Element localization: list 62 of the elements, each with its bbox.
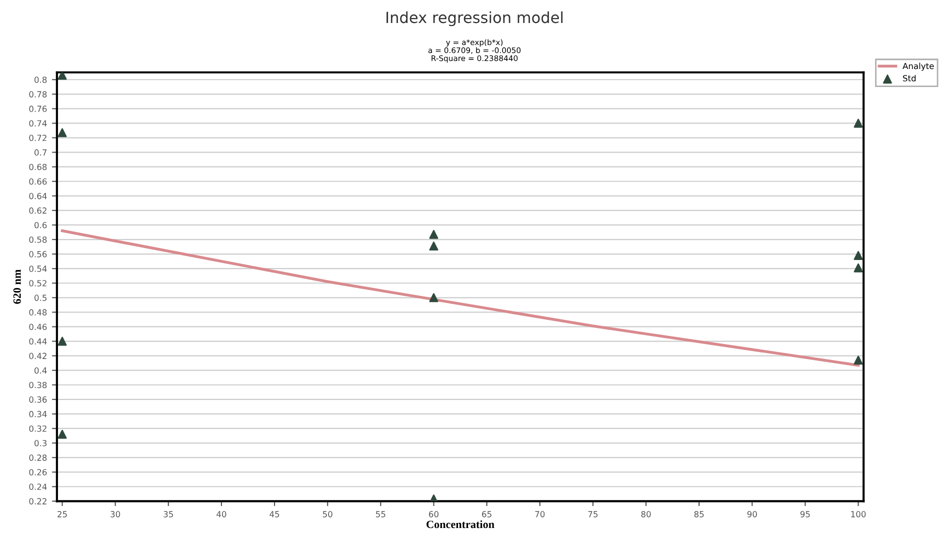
y-tick-label: 0.52 bbox=[29, 280, 46, 286]
y-tick-label: 0.44 bbox=[29, 338, 47, 345]
x-tick-label: 100 bbox=[851, 511, 866, 518]
y-tick-label: 0.64 bbox=[29, 192, 47, 200]
y-tick-label: 0.24 bbox=[29, 484, 47, 490]
y-tick-label: 0.38 bbox=[29, 382, 47, 388]
point bbox=[429, 242, 438, 251]
y-tick-label: 0.54 bbox=[29, 266, 47, 272]
y-tick-label: 0.76 bbox=[29, 106, 47, 112]
y-tick-label: 0.6 bbox=[34, 222, 47, 228]
x-tick-label: 40 bbox=[216, 511, 226, 518]
point bbox=[854, 263, 863, 272]
point bbox=[854, 251, 863, 260]
y-tick-label: 0.3 bbox=[34, 440, 47, 446]
y-tick-label: 0.74 bbox=[29, 120, 47, 127]
point bbox=[854, 118, 863, 128]
x-tick-label: 55 bbox=[376, 511, 386, 518]
point bbox=[854, 356, 863, 365]
y-tick-label: 0.4 bbox=[34, 367, 47, 374]
y-axis-title: 620 nm bbox=[13, 270, 21, 304]
y-tick-label: 0.72 bbox=[29, 134, 46, 142]
x-axis-title: Concentration bbox=[426, 520, 494, 528]
y-tick-label: 0.46 bbox=[29, 324, 47, 330]
y-tick-label: 0.66 bbox=[29, 178, 47, 185]
point bbox=[429, 230, 438, 239]
x-tick-label: 30 bbox=[110, 511, 120, 518]
point bbox=[429, 293, 438, 302]
point bbox=[58, 72, 67, 80]
point bbox=[58, 430, 67, 439]
x-tick-label: 50 bbox=[322, 511, 332, 518]
y-tick-label: 0.8 bbox=[34, 76, 47, 83]
x-tick-label: 65 bbox=[482, 511, 492, 518]
y-tick-label: 0.7 bbox=[34, 149, 47, 156]
y-tick-label: 0.68 bbox=[29, 164, 47, 170]
legend-label: Analyte bbox=[902, 62, 934, 71]
y-tick-label: 0.32 bbox=[29, 425, 46, 432]
y-tick-label: 0.5 bbox=[34, 294, 46, 301]
x-tick-label: 75 bbox=[588, 511, 598, 518]
x-tick-label: 35 bbox=[164, 511, 173, 518]
x-tick-label: 60 bbox=[429, 511, 438, 518]
y-tick-label: 0.22 bbox=[29, 498, 46, 504]
y-tick-label: 0.26 bbox=[29, 469, 47, 476]
y-tick-label: 0.36 bbox=[29, 396, 47, 403]
x-tick-label: 80 bbox=[641, 511, 651, 518]
y-tick-label: 0.58 bbox=[29, 236, 47, 243]
y-tick-label: 0.42 bbox=[29, 352, 46, 360]
y-tick-label: 0.34 bbox=[29, 410, 47, 418]
x-tick-label: 95 bbox=[800, 511, 810, 518]
x-tick-label: 25 bbox=[58, 511, 67, 518]
x-tick-label: 90 bbox=[747, 511, 757, 518]
y-tick-label: 0.28 bbox=[29, 454, 47, 461]
point bbox=[58, 336, 67, 346]
y-tick-label: 0.62 bbox=[29, 207, 46, 214]
x-tick-label: 70 bbox=[535, 511, 545, 518]
x-tick-label: 85 bbox=[694, 511, 704, 518]
y-tick-label: 0.48 bbox=[29, 309, 47, 316]
legend-label: Std bbox=[903, 74, 916, 82]
y-tick-label: 0.78 bbox=[29, 91, 47, 98]
chart-title: Index regression model bbox=[386, 11, 563, 26]
x-tick-label: 45 bbox=[270, 511, 280, 518]
y-tick-label: 0.56 bbox=[29, 251, 47, 258]
point bbox=[58, 128, 67, 138]
